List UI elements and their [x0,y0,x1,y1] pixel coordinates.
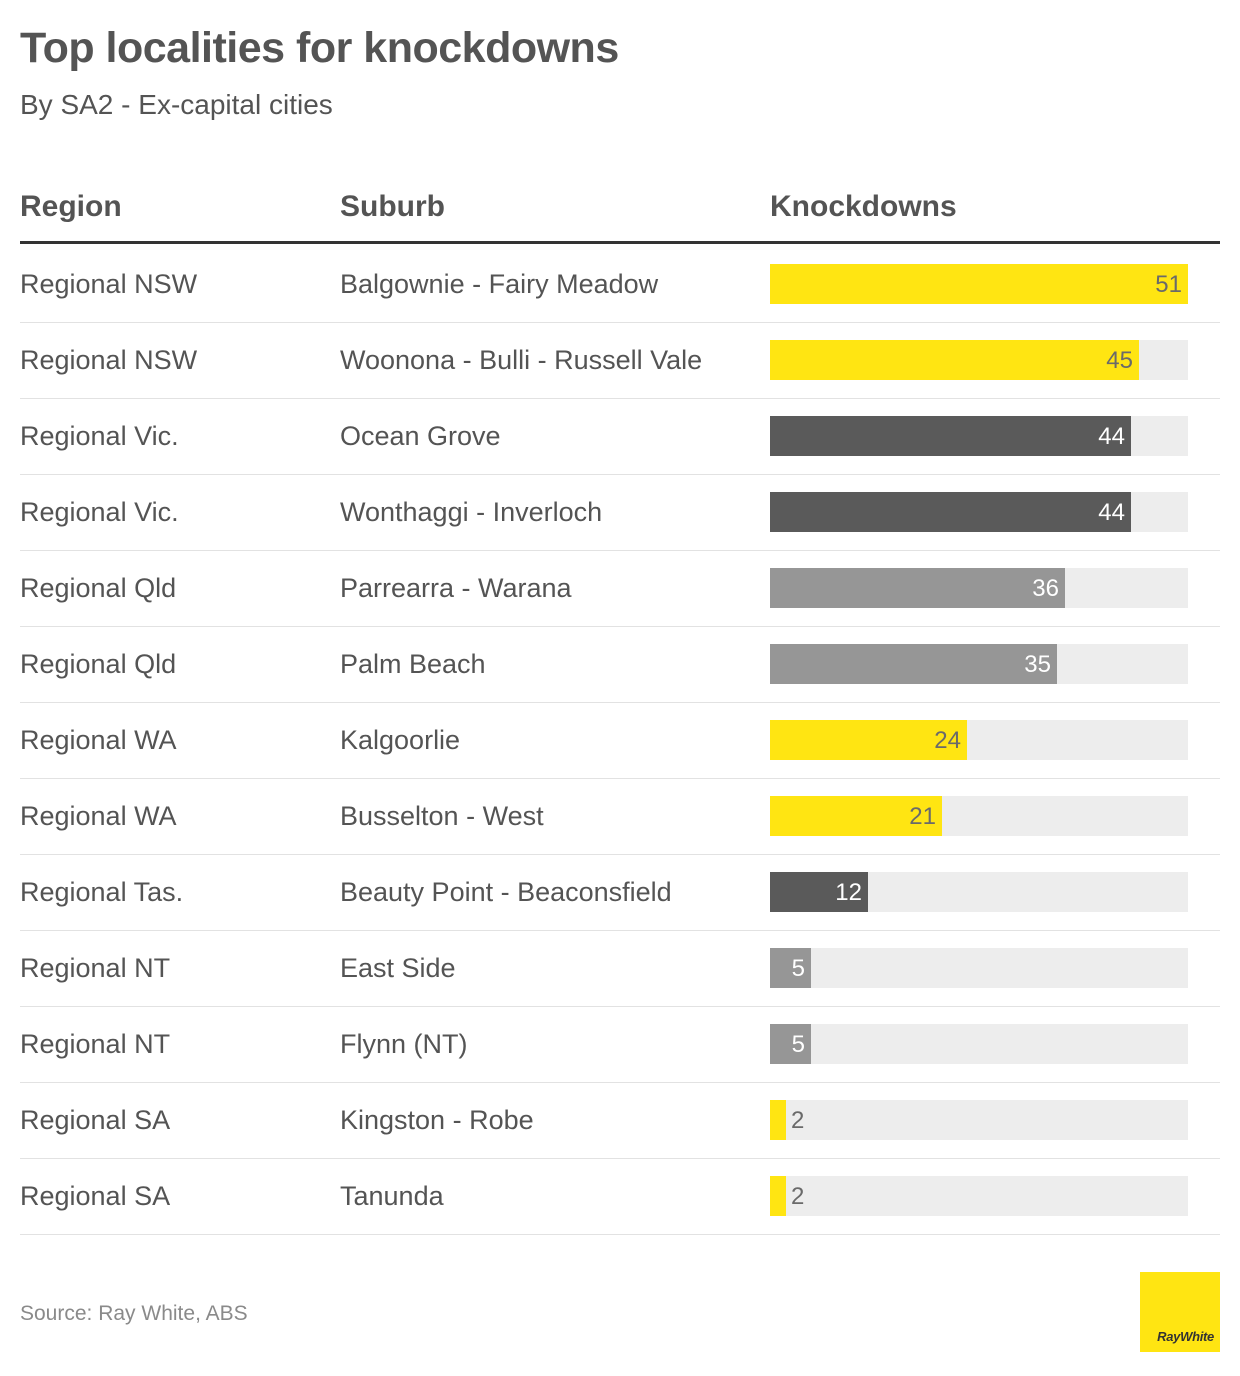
logo-wordmark: RayWhite [1157,1329,1214,1344]
region-cell: Regional SA [20,1181,171,1211]
region-cell: Regional Tas. [20,877,184,907]
region-cell: Regional Vic. [20,421,179,451]
bar-track: 5 [770,948,1188,988]
suburb-cell: Tanunda [340,1181,444,1211]
knockdowns-bar [770,872,868,912]
suburb-cell: Beauty Point - Beaconsfield [340,877,672,907]
bar-track: 36 [770,568,1188,608]
bar-value-label: 21 [909,803,936,830]
bar-track: 2 [770,1176,1188,1216]
suburb-cell: Palm Beach [340,649,486,679]
bar-value-label: 2 [791,1183,805,1210]
table-row: Regional SA Kingston - Robe 2 [20,1082,1220,1159]
suburb-cell: Busselton - West [340,801,544,831]
column-header-knockdowns: Knockdowns [770,190,957,223]
region-cell: Regional Vic. [20,497,179,527]
table-row: Regional Tas. Beauty Point - Beaconsfield… [20,854,1220,931]
region-cell: Regional WA [20,725,177,755]
region-cell: Regional NSW [20,269,198,299]
suburb-cell: Parrearra - Warana [340,573,572,603]
header-divider [20,241,1220,244]
suburb-cell: Balgownie - Fairy Meadow [340,269,659,299]
region-cell: Regional NT [20,1029,171,1059]
region-cell: Regional Qld [20,649,177,679]
table-row: Regional NT East Side 5 [20,930,1220,1007]
knockdowns-bar [770,568,1065,608]
knockdowns-bar [770,264,1188,304]
bar-value-label: 36 [1032,575,1059,602]
region-cell: Regional NSW [20,345,198,375]
bar-track: 21 [770,796,1188,836]
bar-value-label: 12 [835,879,862,906]
knockdowns-bar [770,720,967,760]
knockdowns-bar [770,1024,811,1064]
chart-subtitle: By SA2 - Ex-capital cities [20,89,333,120]
region-cell: Regional Qld [20,573,177,603]
knockdowns-bar [770,1100,786,1140]
table-row: Regional Vic. Ocean Grove 44 [20,398,1220,475]
chart-title: Top localities for knockdowns [20,24,619,72]
knockdowns-bar [770,644,1057,684]
suburb-cell: Wonthaggi - Inverloch [340,497,603,527]
knockdowns-bar [770,492,1131,532]
region-cell: Regional WA [20,801,177,831]
table-row: Regional WA Kalgoorlie 24 [20,702,1220,779]
bar-track: 45 [770,340,1188,380]
bar-value-label: 45 [1106,347,1133,374]
bar-track: 44 [770,416,1188,456]
bar-value-label: 44 [1098,423,1125,450]
table-row: Regional NSW Balgownie - Fairy Meadow 51 [20,246,1220,323]
knockdowns-bar [770,796,942,836]
table-row: Regional WA Busselton - West 21 [20,778,1220,855]
suburb-cell: East Side [340,953,456,983]
knockdowns-bar [770,416,1131,456]
knockdowns-bar [770,340,1139,380]
suburb-cell: Kalgoorlie [340,725,461,755]
bar-value-label: 24 [934,727,961,754]
region-cell: Regional NT [20,953,171,983]
region-cell: Regional SA [20,1105,171,1135]
bar-value-label: 44 [1098,499,1125,526]
bar-track: 24 [770,720,1188,760]
column-header-region: Region [20,190,122,223]
table-row: Regional NT Flynn (NT) 5 [20,1006,1220,1083]
bar-value-label: 5 [791,955,805,982]
bar-track: 44 [770,492,1188,532]
table-row: Regional Vic. Wonthaggi - Inverloch 44 [20,474,1220,551]
knockdowns-bar [770,1176,786,1216]
table-row: Regional Qld Palm Beach 35 [20,626,1220,703]
suburb-cell: Woonona - Bulli - Russell Vale [340,345,703,375]
suburb-cell: Kingston - Robe [340,1105,534,1135]
knockdowns-bar [770,948,811,988]
table-row: Regional Qld Parrearra - Warana 36 [20,550,1220,627]
source-note: Source: Ray White, ABS [20,1302,248,1325]
suburb-cell: Flynn (NT) [340,1029,468,1059]
bar-track: 5 [770,1024,1188,1064]
bar-track: 2 [770,1100,1188,1140]
ray-white-logo: RayWhite [1140,1272,1220,1352]
suburb-cell: Ocean Grove [340,421,501,451]
bar-value-label: 51 [1155,271,1182,298]
table-row: Regional SA Tanunda 2 [20,1158,1220,1235]
table-row: Regional NSW Woonona - Bulli - Russell Va… [20,322,1220,399]
bar-value-label: 5 [791,1031,805,1058]
bar-value-label: 35 [1024,651,1051,678]
column-header-suburb: Suburb [340,190,445,223]
bar-track: 12 [770,872,1188,912]
bar-value-label: 2 [791,1107,805,1134]
bar-track: 35 [770,644,1188,684]
bar-track: 51 [770,264,1188,304]
